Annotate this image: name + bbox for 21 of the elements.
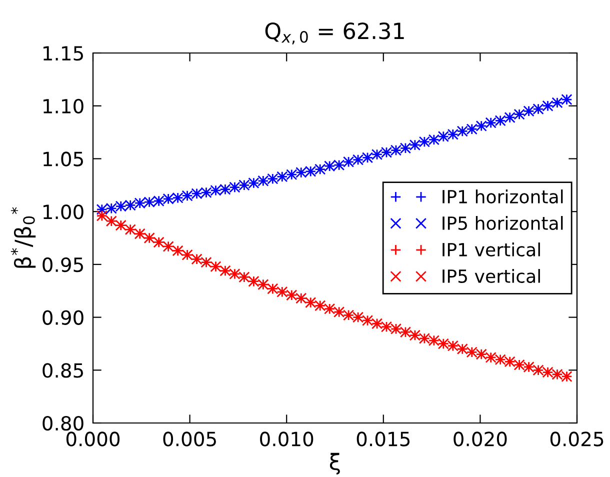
- y-tick-label: 0.95: [42, 257, 83, 272]
- y-tick-label: 1.00: [44, 204, 84, 220]
- y-axis-title: β$^{*}$/β$_{0}$$^{*}$: [10, 207, 36, 268]
- x-tick-label: 0.005: [163, 432, 216, 446]
- legend-label: IP5 horizontal: [442, 216, 563, 230]
- x-tick-label: 0.020: [454, 432, 507, 446]
- y-tick-label: 0.85: [42, 363, 83, 378]
- y-tick-label: 0.90: [42, 310, 84, 325]
- legend-label: IP1 vertical: [442, 242, 540, 256]
- y-tick-label: 1.05: [44, 152, 83, 166]
- x-tick-label: 0.010: [260, 432, 314, 446]
- y-tick-label: 1.10: [44, 98, 84, 114]
- y-tick-label: 1.15: [44, 46, 83, 61]
- y-tick-label: 0.80: [42, 416, 84, 431]
- legend-label: IP1 horizontal: [442, 190, 563, 204]
- legend-label: IP5 vertical: [442, 269, 540, 283]
- chart-title: Q$_{x,0}$ = 62.31: [265, 22, 404, 44]
- x-tick-label: 0.000: [66, 432, 120, 446]
- x-axis-title: ξ: [330, 452, 340, 474]
- x-tick-label: 0.015: [356, 432, 410, 446]
- x-tick-label: 0.025: [550, 432, 604, 446]
